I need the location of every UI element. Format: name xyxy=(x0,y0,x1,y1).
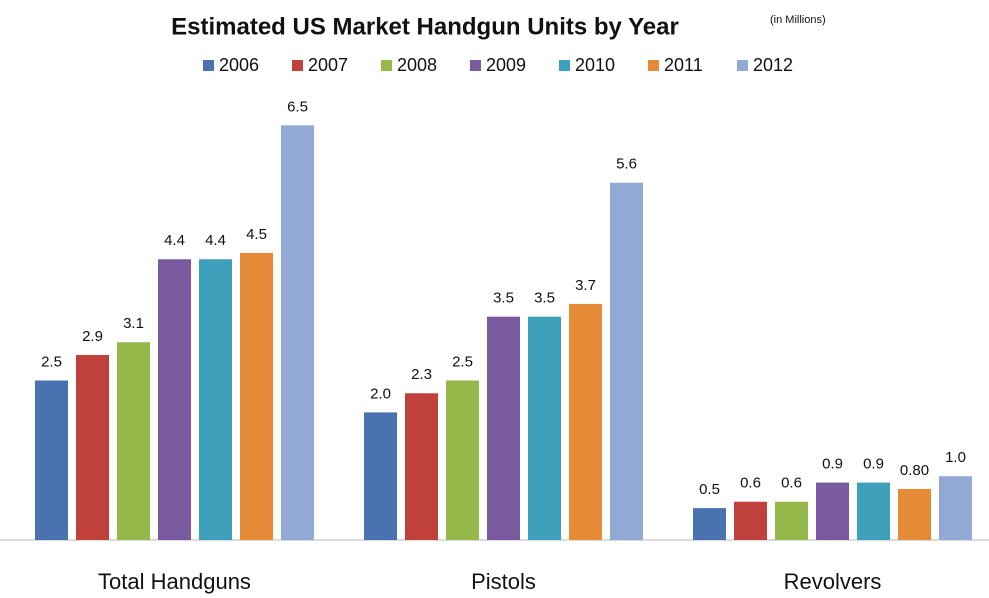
bar xyxy=(569,303,602,540)
legend-label: 2009 xyxy=(486,55,526,75)
data-label: 4.4 xyxy=(164,232,185,249)
data-label: 0.6 xyxy=(781,475,802,492)
bar xyxy=(199,259,232,540)
bar xyxy=(76,354,109,540)
legend-swatch xyxy=(648,60,659,71)
legend-label: 2006 xyxy=(219,55,259,75)
data-label: 0.6 xyxy=(740,475,761,492)
data-label: 4.4 xyxy=(205,232,226,249)
data-label: 2.9 xyxy=(82,328,103,345)
bar xyxy=(405,393,438,540)
data-label: 4.5 xyxy=(246,226,267,243)
legend-label: 2008 xyxy=(397,55,437,75)
bar xyxy=(487,316,520,540)
bar xyxy=(939,476,972,540)
data-label: 2.0 xyxy=(370,385,391,402)
data-label: 1.0 xyxy=(945,449,966,466)
legend-label: 2007 xyxy=(308,55,348,75)
data-label: 5.6 xyxy=(616,156,637,173)
data-label: 3.7 xyxy=(575,277,596,294)
x-tick-label: Revolvers xyxy=(784,569,882,594)
data-label: 3.1 xyxy=(123,315,144,332)
bar xyxy=(898,488,931,540)
bar xyxy=(775,501,808,540)
legend-swatch xyxy=(292,60,303,71)
legend-label: 2012 xyxy=(753,55,793,75)
chart-title: Estimated US Market Handgun Units by Yea… xyxy=(171,13,679,40)
data-label: 0.9 xyxy=(863,456,884,473)
legend-swatch xyxy=(203,60,214,71)
data-label: 6.5 xyxy=(287,98,308,115)
data-label: 0.9 xyxy=(822,456,843,473)
bar xyxy=(816,482,849,540)
bar xyxy=(281,125,314,541)
bar xyxy=(610,182,643,540)
bar xyxy=(117,342,150,540)
data-label: 3.5 xyxy=(534,290,555,307)
bar xyxy=(35,380,68,540)
chart-subtitle: (in Millions) xyxy=(770,14,826,26)
data-label: 0.80 xyxy=(900,462,929,479)
bar xyxy=(364,412,397,540)
data-label: 0.5 xyxy=(699,481,720,498)
legend-label: 2011 xyxy=(664,55,703,75)
data-label: 2.5 xyxy=(41,353,62,370)
data-label: 2.5 xyxy=(452,353,473,370)
data-label: 2.3 xyxy=(411,366,432,383)
bar xyxy=(693,508,726,540)
bar xyxy=(158,259,191,540)
data-label: 3.5 xyxy=(493,290,514,307)
x-tick-label: Total Handguns xyxy=(98,569,251,594)
legend-swatch xyxy=(559,60,570,71)
x-tick-label: Pistols xyxy=(471,569,536,594)
legend-label: 2010 xyxy=(575,55,615,75)
bar xyxy=(734,501,767,540)
bar xyxy=(857,482,890,540)
bar xyxy=(446,380,479,540)
bar xyxy=(240,252,273,540)
legend-swatch xyxy=(470,60,481,71)
legend-swatch xyxy=(381,60,392,71)
bar xyxy=(528,316,561,540)
legend-swatch xyxy=(737,60,748,71)
